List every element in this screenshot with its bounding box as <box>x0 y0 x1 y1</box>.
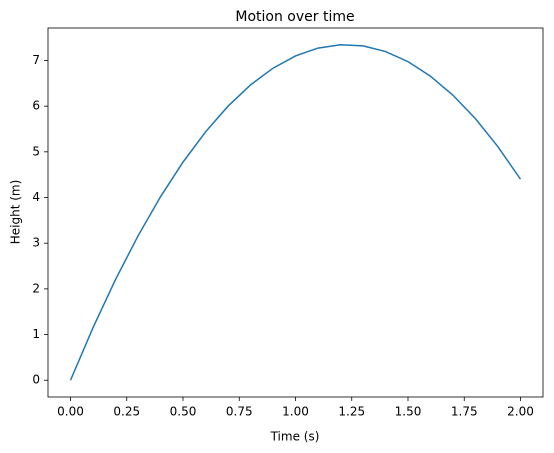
x-tick-label: 1.00 <box>282 405 309 419</box>
x-tick-label: 0.50 <box>170 405 197 419</box>
y-axis-label: Height (m) <box>9 180 23 245</box>
x-tick-label: 1.50 <box>395 405 422 419</box>
x-tick-label: 1.25 <box>338 405 365 419</box>
x-tick-label: 0.75 <box>226 405 253 419</box>
y-tick-label: 2 <box>32 281 40 295</box>
y-tick-label: 4 <box>32 190 40 204</box>
y-tick-label: 6 <box>32 99 40 113</box>
y-tick-label: 1 <box>32 327 40 341</box>
data-line <box>69 44 522 381</box>
y-tick-label: 5 <box>32 144 40 158</box>
x-tick-label: 0.25 <box>113 405 140 419</box>
x-tick-label: 2.00 <box>507 405 534 419</box>
chart-title: Motion over time <box>235 9 354 25</box>
plot-frame <box>47 27 544 398</box>
x-axis-label: Time (s) <box>270 430 320 444</box>
y-tick-label: 0 <box>32 373 40 387</box>
x-tick-label: 0.00 <box>57 405 84 419</box>
y-tick-label: 7 <box>32 53 40 67</box>
y-tick-label: 3 <box>32 236 40 250</box>
x-tick-label: 1.75 <box>451 405 478 419</box>
